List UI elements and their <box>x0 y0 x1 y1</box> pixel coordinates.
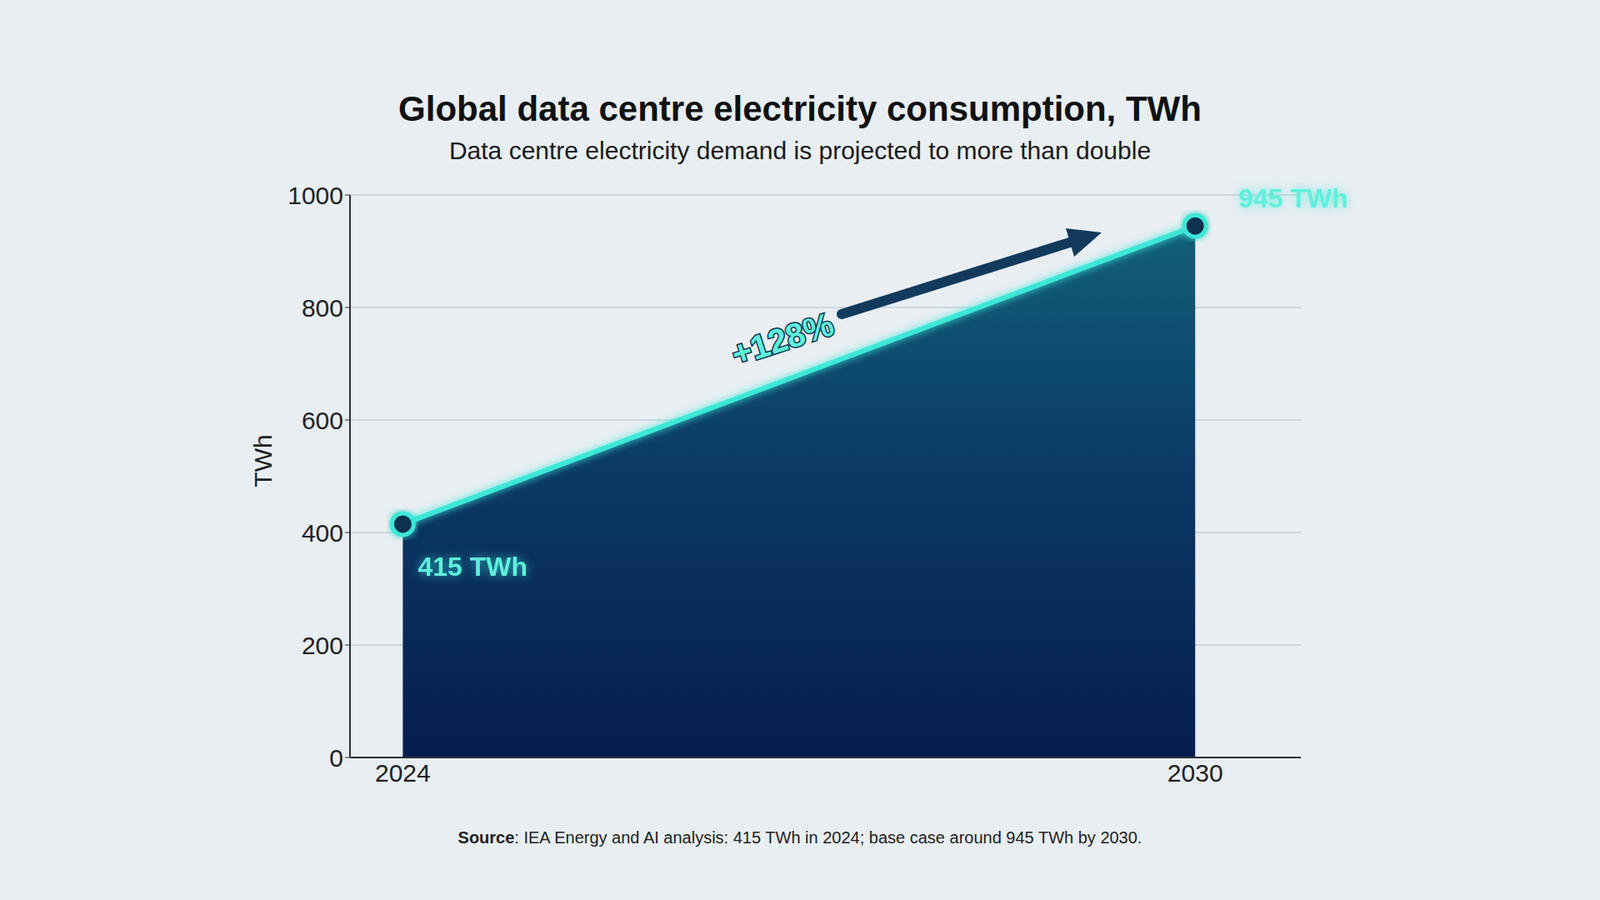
svg-text:2024: 2024 <box>375 759 431 787</box>
svg-text:945 TWh: 945 TWh <box>1238 183 1349 214</box>
svg-text:600: 600 <box>301 406 344 435</box>
html-text:Data centre electricity demand: Data centre electricity demand is projec… <box>449 136 1151 165</box>
svg-text:+128%: +128% <box>726 305 838 373</box>
svg-text:200: 200 <box>301 631 344 660</box>
svg-text:1000: 1000 <box>287 181 344 210</box>
svg-text:0: 0 <box>329 744 344 772</box>
html-text:Global data centre electricity: Global data centre electricity consumpti… <box>398 89 1202 129</box>
svg-text:800: 800 <box>301 294 344 322</box>
html-text:Source: IEA Energy and AI anal: Source: IEA Energy and AI analysis: 415 … <box>457 828 1142 847</box>
svg-text:415 TWh: 415 TWh <box>417 551 528 582</box>
svg-text:400: 400 <box>301 519 344 547</box>
svg-text:2030: 2030 <box>1167 759 1224 787</box>
svg-text:TWh: TWh <box>249 434 277 487</box>
